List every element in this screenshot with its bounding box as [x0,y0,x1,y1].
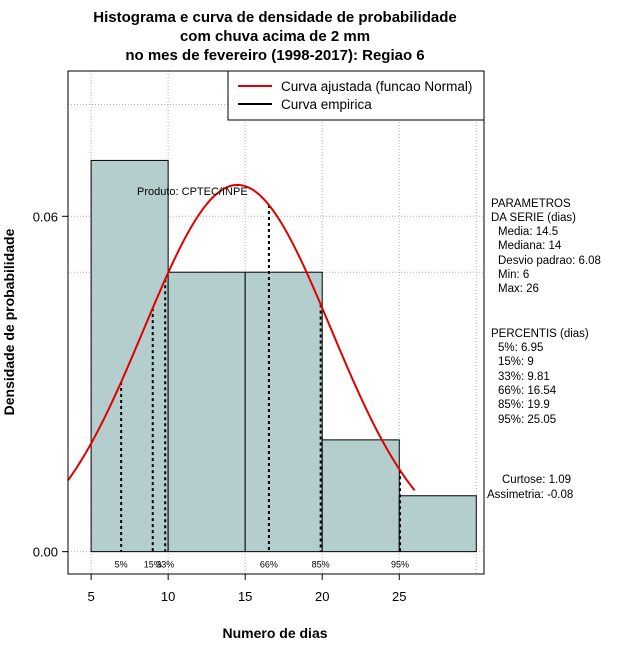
x-tick-label-4: 25 [392,589,406,604]
percentile-label-1: 15% [144,560,162,570]
param-line-3: Mediana: 14 [498,240,562,252]
chart-title-line-3: no mes de fevereiro (1998-2017): Regiao … [125,47,424,64]
histogram-bar-3 [321,439,400,553]
series-parameters: PARAMETROS DA SERIE (dias) Media: 14.5 M… [491,198,601,295]
pct-stat-4: 66%: 16.54 [498,385,557,397]
pct-stat-6: 95%: 25.05 [498,414,556,426]
pct-stat-0: PERCENTIS (dias) [491,328,589,340]
param-line-2: Media: 14.5 [498,226,558,238]
histogram-bars [90,159,477,553]
curtose-stat: Curtose: 1.09 [502,474,571,486]
chart-title-line-1: Histograma e curva de densidade de proba… [93,9,456,26]
legend-box [227,70,485,121]
percentile-label-5: 95% [391,560,409,570]
x-axis-label: Numero de dias [222,625,327,641]
histogram-bar-1 [167,271,246,553]
pct-stat-1: 5%: 6.95 [498,342,543,354]
histogram-bar-4 [398,495,477,553]
percentile-stats: PERCENTIS (dias) 5%: 6.95 15%: 9 33%: 9.… [491,328,589,426]
percentile-label-3: 66% [260,560,278,570]
x-tick-label-2: 15 [238,589,252,604]
param-line-1: DA SERIE (dias) [491,212,576,224]
histogram-bar-2 [244,271,323,553]
param-line-4: Desvio padrao: 6.08 [498,255,601,267]
percentile-label-0: 5% [115,560,128,570]
y-axis-label: Densidade de probabilidade [1,228,17,415]
assimetria-stat: Assimetria: -0.08 [487,489,573,501]
param-line-6: Max: 26 [498,283,539,295]
legend-label-fitted: Curva ajustada (funcao Normal) [281,79,472,94]
x-tick-label-3: 20 [315,589,329,604]
pct-stat-2: 15%: 9 [498,356,534,368]
product-note: Produto: CPTEC/INPE [137,186,248,198]
normal-curve-line [67,183,416,491]
axes: 5 10 15 20 25 0.00 0.06 [33,209,407,604]
legend-label-empirical: Curva empirica [281,97,372,112]
percentile-lines: 5% 15%33% 66% 85% 95% [115,204,409,570]
x-tick-label-0: 5 [87,589,94,604]
percentile-label-4: 85% [312,560,330,570]
legend: Curva ajustada (funcao Normal) Curva emp… [227,70,485,121]
pct-stat-5: 85%: 19.9 [498,399,550,411]
pct-stat-3: 33%: 9.81 [498,371,550,383]
y-tick-label-1: 0.06 [33,209,58,224]
y-tick-label-0: 0.00 [33,545,58,560]
histogram-bar-0 [90,159,169,553]
x-tick-label-1: 10 [161,589,175,604]
param-line-0: PARAMETROS [491,198,571,210]
percentile-label-2: 33% [156,560,174,570]
param-line-5: Min: 6 [498,269,529,281]
chart-title-line-2: com chuva acima de 2 mm [180,28,370,45]
